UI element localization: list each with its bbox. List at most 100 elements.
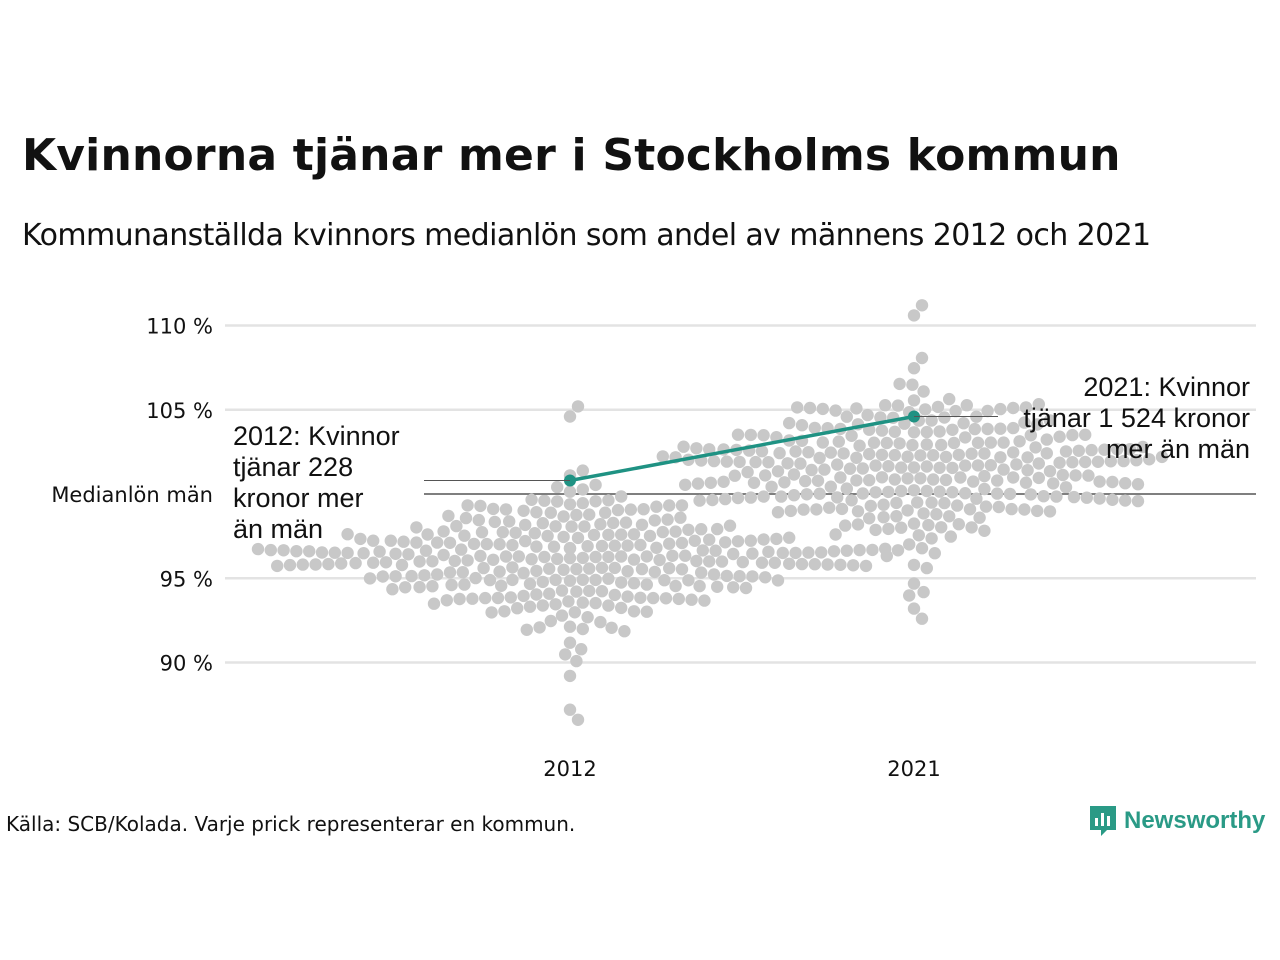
- dot-2021: [837, 447, 850, 460]
- dot-2021: [973, 511, 986, 524]
- dot-2021: [829, 528, 842, 541]
- dot-2021: [994, 451, 1007, 464]
- dot-2012: [418, 569, 431, 582]
- dot-2021: [925, 532, 938, 545]
- dot-2021: [907, 558, 921, 572]
- dot-2012: [563, 551, 577, 565]
- dot-2012: [563, 669, 577, 683]
- dot-2012: [589, 573, 602, 587]
- dot-2021: [920, 460, 933, 473]
- dot-2012: [650, 541, 663, 554]
- dot-2012: [402, 548, 415, 561]
- dot-2012: [491, 591, 505, 605]
- dot-2021: [938, 411, 951, 424]
- dot-2021: [839, 519, 852, 532]
- dot-2012: [576, 497, 589, 510]
- dot-2021: [840, 410, 853, 423]
- dot-2021: [1019, 401, 1033, 414]
- dot-2021: [917, 507, 930, 520]
- dot-2021: [922, 518, 935, 532]
- dot-2012: [768, 556, 781, 569]
- dot-2012: [608, 539, 621, 552]
- dot-2021: [1056, 468, 1070, 482]
- dot-2012: [682, 574, 695, 587]
- dot-2012: [723, 519, 737, 532]
- dot-2012: [477, 561, 490, 575]
- dot-2021: [1131, 494, 1145, 508]
- dot-2021: [869, 486, 882, 499]
- dot-2021: [946, 486, 959, 499]
- dot-2012: [669, 525, 682, 538]
- dot-2021: [933, 461, 946, 474]
- dot-2012: [602, 494, 615, 507]
- dot-2012: [621, 565, 634, 578]
- dot-2021: [984, 436, 997, 449]
- reference-line-label: Medianlön män: [51, 483, 213, 507]
- dot-2021: [850, 451, 863, 464]
- dot-2012: [602, 528, 615, 541]
- dot-2021: [1043, 505, 1057, 518]
- dot-2021: [856, 462, 869, 475]
- dot-2012: [583, 562, 596, 575]
- dot-2012: [595, 539, 609, 553]
- dot-2012: [581, 611, 594, 624]
- dot-2012: [530, 588, 543, 601]
- dot-2012: [707, 568, 721, 581]
- dot-2012: [719, 536, 732, 549]
- dot-2021: [907, 362, 921, 375]
- dot-2021: [891, 399, 905, 412]
- dot-2012: [840, 544, 853, 557]
- dot-2021: [931, 400, 945, 414]
- dot-2021: [877, 511, 890, 524]
- x-tick-label: 2012: [543, 757, 596, 781]
- dot-2021: [731, 491, 745, 505]
- dot-2012: [373, 545, 386, 558]
- dot-2012: [744, 534, 757, 547]
- dot-2021: [1031, 504, 1044, 518]
- dot-2021: [925, 496, 938, 509]
- dot-2021: [1066, 428, 1079, 442]
- dot-2021: [1021, 464, 1034, 477]
- dot-2012: [698, 594, 711, 607]
- dot-2021: [762, 456, 775, 469]
- dot-2012: [658, 574, 671, 587]
- dot-2021: [888, 448, 901, 462]
- dot-2012: [647, 591, 660, 605]
- dot-2021: [856, 487, 869, 500]
- dot-2012: [627, 605, 641, 618]
- newsworthy-chart-icon: [1090, 806, 1116, 836]
- dot-2021: [784, 504, 797, 518]
- dot-2012: [512, 550, 525, 563]
- dot-2012: [727, 547, 740, 561]
- dot-2012: [720, 569, 733, 583]
- dot-2012: [802, 546, 815, 559]
- dot-2012: [341, 546, 354, 560]
- dot-2012: [570, 654, 583, 668]
- dot-2021: [952, 448, 965, 461]
- dot-2021: [853, 439, 866, 452]
- dot-2021: [915, 351, 929, 365]
- dot-2021: [1111, 443, 1124, 456]
- dot-2021: [880, 549, 893, 563]
- dot-2021: [720, 455, 733, 468]
- grid-lines: [225, 324, 1256, 664]
- dot-2012: [523, 577, 537, 591]
- dot-2012: [458, 529, 471, 542]
- dot-2021: [893, 377, 906, 391]
- dot-2012: [277, 544, 290, 557]
- dot-2012: [570, 585, 583, 598]
- dot-2012: [653, 553, 666, 567]
- dot-2012: [757, 533, 770, 546]
- dot-2021: [959, 459, 972, 472]
- dot-2021: [1047, 477, 1060, 490]
- dot-2021: [863, 512, 876, 525]
- dot-2012: [528, 527, 541, 540]
- dot-2021: [863, 447, 876, 461]
- dot-2012: [731, 535, 745, 548]
- dot-2012: [399, 581, 412, 594]
- dot-2021: [880, 436, 893, 450]
- dot-2021: [875, 424, 889, 437]
- dot-2012: [696, 544, 709, 557]
- dot-2012: [727, 581, 740, 594]
- dot-2012: [674, 511, 687, 524]
